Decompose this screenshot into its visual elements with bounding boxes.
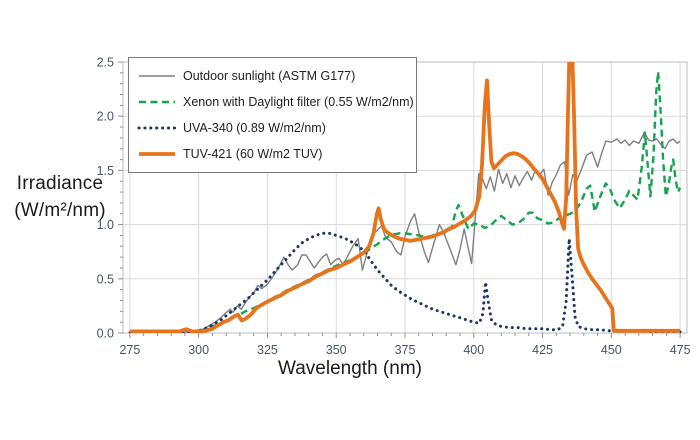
- y-axis-title-line1: Irradiance: [16, 173, 104, 194]
- y-tick-label: 0.5: [97, 272, 114, 286]
- x-tick-label: 300: [188, 343, 209, 357]
- legend: Outdoor sunlight (ASTM G177) Xenon with …: [128, 57, 417, 173]
- legend-item-tuv421: TUV-421 (60 W/m2 TUV): [137, 147, 408, 161]
- legend-label-xenon: Xenon with Daylight filter (0.55 W/m2/nm…: [183, 95, 414, 109]
- x-tick-label: 450: [601, 343, 622, 357]
- x-tick-label: 425: [532, 343, 553, 357]
- x-axis-title: Wavelength (nm): [278, 358, 422, 379]
- legend-label-tuv421: TUV-421 (60 W/m2 TUV): [183, 147, 323, 161]
- x-tick-label: 400: [463, 343, 484, 357]
- uva340-dotted-line-sample-icon: [137, 126, 177, 130]
- series-tuv421: [129, 62, 681, 333]
- y-tick-label: 0.0: [97, 327, 114, 341]
- y-tick-label: 1.5: [97, 164, 114, 178]
- legend-label-sunlight: Outdoor sunlight (ASTM G177): [183, 69, 356, 83]
- x-tick-label: 325: [257, 343, 278, 357]
- sunlight-line-sample-icon: [139, 75, 175, 77]
- y-tick-label: 2.0: [97, 110, 114, 124]
- y-tick-label: 2.5: [97, 56, 114, 70]
- xenon-dashed-line-sample-icon: [139, 100, 175, 104]
- y-axis-title: Irradiance (W/m²/nm): [0, 170, 120, 224]
- x-tick-label: 375: [395, 343, 416, 357]
- y-axis-title-line2: (W/m²/nm): [14, 200, 106, 221]
- tick-labels: 275 300 325 350 375 400 425 450 475 0.0 0.5 1.0 1.5 2…: [97, 56, 691, 358]
- series-uva340: [128, 231, 682, 333]
- legend-item-sunlight: Outdoor sunlight (ASTM G177): [137, 69, 408, 83]
- legend-item-uva340: UVA-340 (0.89 W/m2/nm): [137, 121, 408, 135]
- tuv421-line-sample-icon: [139, 152, 175, 156]
- x-tick-label: 475: [670, 343, 691, 357]
- y-tick-label: 1.0: [97, 218, 114, 232]
- x-tick-label: 350: [326, 343, 347, 357]
- x-tick-label: 275: [119, 343, 140, 357]
- series-sunlight: [129, 131, 681, 333]
- axis-ticks: [118, 61, 681, 338]
- legend-item-xenon: Xenon with Daylight filter (0.55 W/m2/nm…: [137, 95, 414, 109]
- legend-label-uva340: UVA-340 (0.89 W/m2/nm): [183, 121, 326, 135]
